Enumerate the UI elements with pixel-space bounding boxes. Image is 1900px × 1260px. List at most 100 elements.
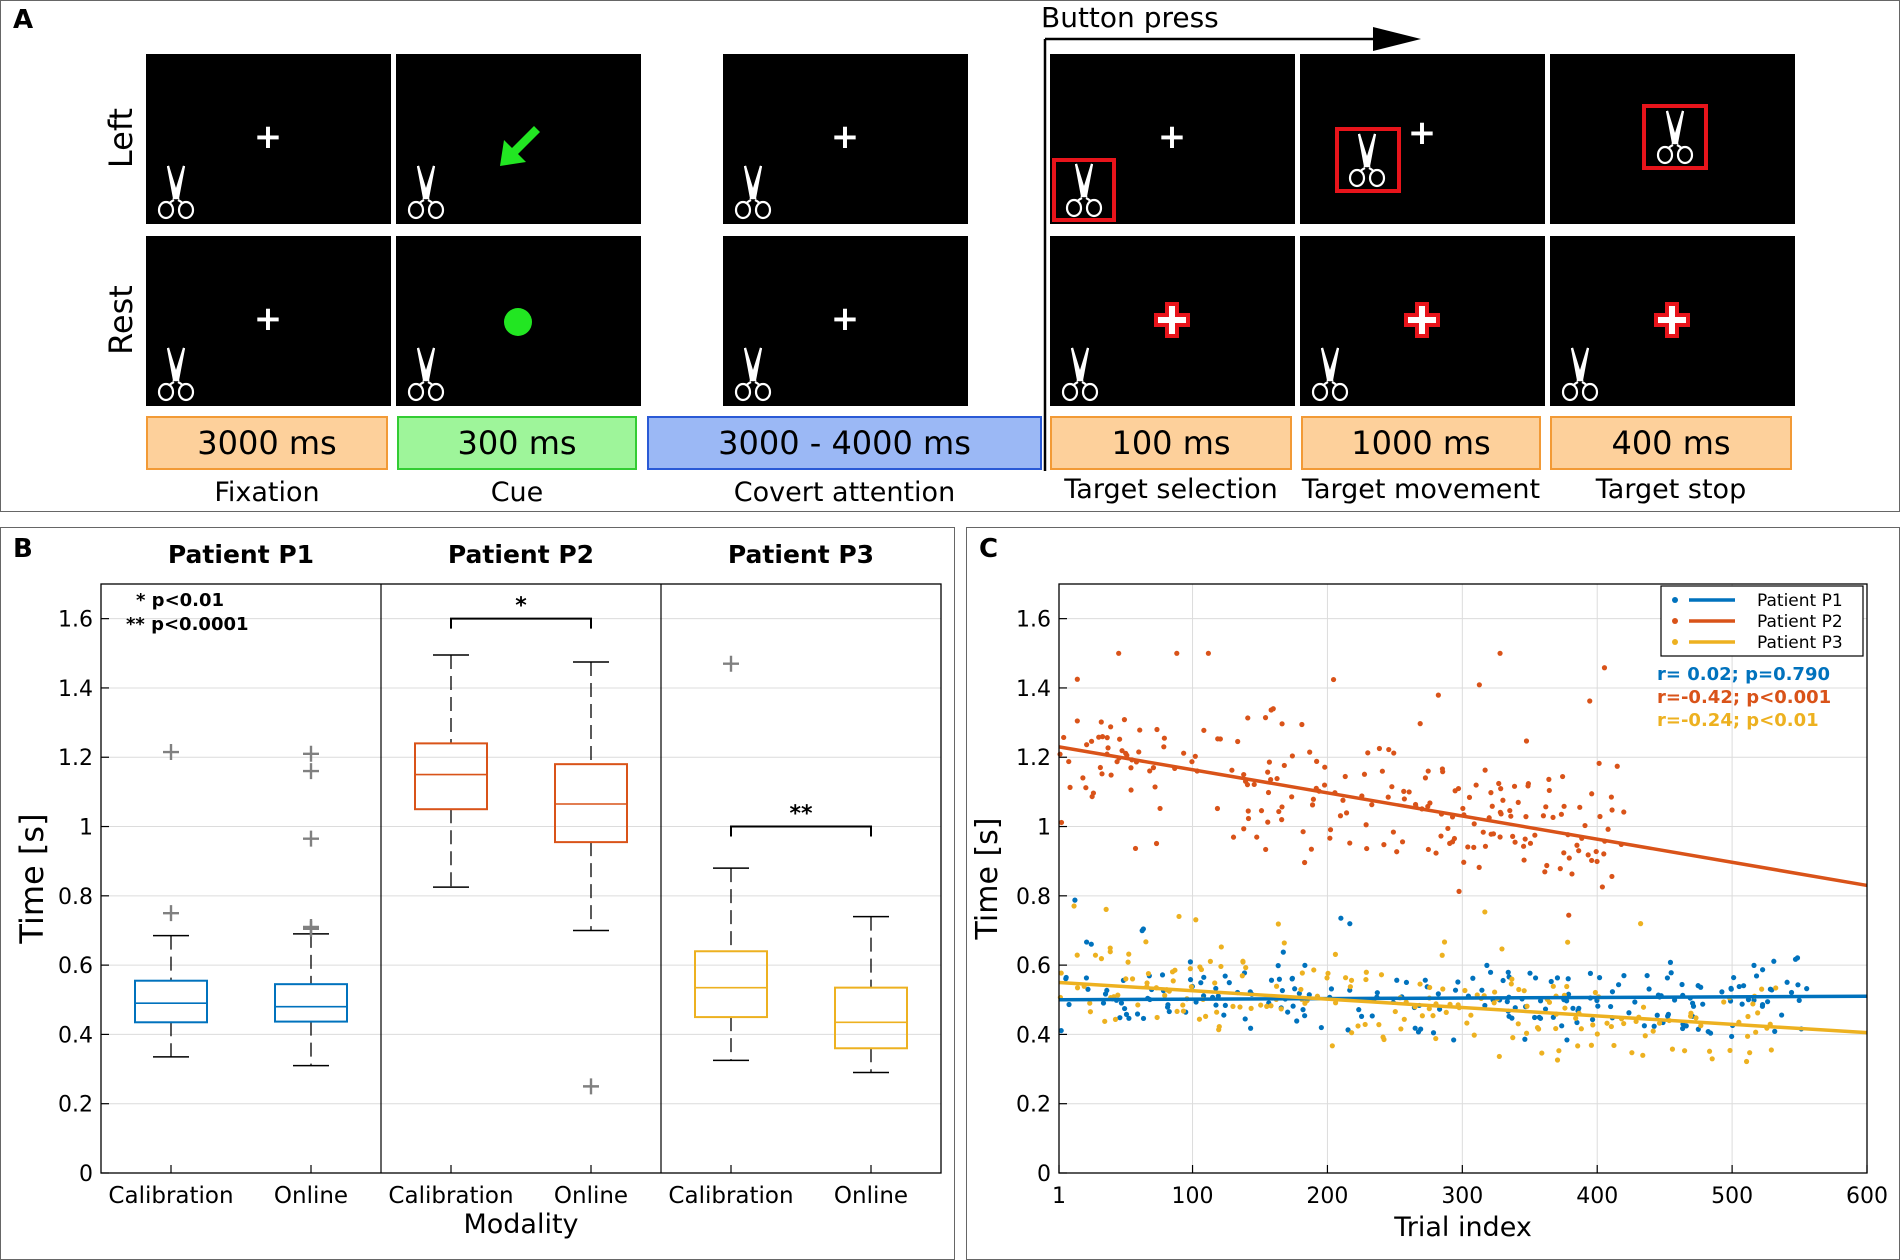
- x-tick-label: 500: [1711, 1184, 1753, 1209]
- point-patient-p2: [1309, 802, 1316, 808]
- point-patient-p3: [1129, 976, 1136, 982]
- x-tick-label: 300: [1441, 1184, 1483, 1209]
- point-patient-p3: [1744, 1033, 1751, 1039]
- y-tick-label: 1.2: [1016, 746, 1051, 771]
- point-patient-p1: [1117, 1015, 1123, 1021]
- point-patient-p3: [1363, 976, 1369, 983]
- point-patient-p3: [1768, 1047, 1774, 1053]
- point-patient-p3: [1562, 1005, 1568, 1011]
- point-patient-p2: [1314, 758, 1320, 764]
- point-patient-p3: [1656, 1020, 1663, 1026]
- point-patient-p2: [1364, 845, 1370, 852]
- y-axis-label: Time [s]: [13, 813, 51, 944]
- panel-label-a: A: [13, 5, 34, 35]
- point-patient-p2: [1270, 706, 1276, 712]
- point-patient-p1: [1795, 982, 1801, 988]
- point-patient-p1: [1690, 1003, 1697, 1009]
- point-patient-p2: [1084, 742, 1090, 748]
- point-patient-p3: [1594, 1031, 1600, 1037]
- point-patient-p3: [1058, 970, 1064, 976]
- point-patient-p2: [1136, 749, 1142, 755]
- point-patient-p1: [1564, 998, 1570, 1004]
- point-patient-p2: [1276, 808, 1282, 815]
- point-patient-p2: [1391, 750, 1397, 756]
- point-patient-p2: [1061, 734, 1067, 741]
- point-patient-p3: [1216, 1024, 1222, 1030]
- point-patient-p3: [1592, 989, 1598, 996]
- point-patient-p3: [1439, 952, 1445, 958]
- point-patient-p1: [1641, 1023, 1647, 1029]
- duration-target-selection: 100 ms: [1050, 416, 1292, 470]
- point-patient-p3: [1325, 970, 1331, 976]
- point-patient-p3: [1515, 1021, 1521, 1027]
- x-tick-label: Calibration: [388, 1183, 513, 1209]
- phase-cue: Cue: [490, 477, 544, 508]
- legend-entry: Patient P3: [1757, 633, 1843, 653]
- point-patient-p3: [1524, 1003, 1530, 1009]
- point-patient-p1: [1294, 1018, 1300, 1024]
- point-patient-p3: [1239, 973, 1245, 979]
- point-patient-p1: [1165, 1002, 1171, 1008]
- point-patient-p1: [1134, 1011, 1141, 1017]
- point-patient-p2: [1461, 859, 1467, 865]
- point-patient-p2: [1425, 846, 1431, 853]
- point-patient-p1: [1554, 975, 1561, 981]
- point-patient-p3: [1074, 985, 1081, 991]
- point-patient-p2: [1589, 857, 1595, 864]
- point-patient-p2: [1401, 788, 1407, 794]
- point-patient-p3: [1349, 1030, 1355, 1036]
- point-patient-p1: [1576, 1005, 1582, 1011]
- point-patient-p3: [1509, 976, 1515, 982]
- point-patient-p2: [1386, 746, 1392, 753]
- point-patient-p2: [1340, 797, 1346, 803]
- point-patient-p1: [1796, 997, 1802, 1003]
- point-patient-p1: [1356, 1007, 1362, 1013]
- point-patient-p3: [1123, 976, 1129, 982]
- point-patient-p3: [1107, 945, 1113, 951]
- point-patient-p2: [1161, 744, 1167, 750]
- point-patient-p1: [1302, 962, 1308, 968]
- point-patient-p3: [1248, 1005, 1254, 1011]
- point-patient-p2: [1574, 842, 1580, 848]
- scissors-icon: [154, 346, 198, 402]
- point-patient-p2: [1587, 698, 1593, 704]
- point-patient-p1: [1788, 989, 1795, 996]
- point-patient-p2: [1279, 804, 1285, 810]
- point-patient-p3: [1162, 992, 1168, 999]
- x-tick-label: Online: [274, 1183, 348, 1209]
- scatter-plot: 0 0.2 0.4 0.6 0.8 1 1.2 1.4 1.6 1 100 200 300 400 500 6…: [970, 583, 1888, 1243]
- point-patient-p3: [1426, 1006, 1432, 1012]
- point-patient-p1: [1140, 1015, 1147, 1022]
- point-patient-p2: [1399, 839, 1406, 845]
- point-patient-p1: [1122, 1005, 1128, 1012]
- point-patient-p3: [1721, 999, 1727, 1005]
- point-patient-p1: [1626, 1010, 1632, 1016]
- point-patient-p2: [1543, 804, 1549, 810]
- group-title-2: Patient P2: [448, 540, 594, 569]
- screen-left-3: +: [723, 54, 968, 224]
- point-patient-p2: [1369, 802, 1375, 808]
- point-patient-p2: [1566, 912, 1572, 918]
- point-patient-p3: [1087, 1000, 1093, 1006]
- point-patient-p3: [1092, 952, 1099, 958]
- point-patient-p3: [1196, 1016, 1203, 1022]
- point-patient-p1: [1527, 970, 1533, 976]
- point-patient-p2: [1116, 650, 1122, 656]
- point-patient-p2: [1394, 849, 1400, 855]
- point-patient-p1: [1700, 1001, 1706, 1007]
- point-patient-p3: [1180, 1008, 1187, 1014]
- point-patient-p1: [1302, 1013, 1308, 1019]
- screen-left-4: +: [1050, 54, 1295, 224]
- phase-target-stop: Target stop: [1595, 474, 1747, 505]
- point-patient-p3: [1523, 1030, 1530, 1036]
- point-patient-p2: [1117, 736, 1123, 742]
- point-patient-p2: [1544, 862, 1550, 869]
- point-patient-p3: [1556, 1048, 1562, 1054]
- point-patient-p2: [1279, 817, 1285, 823]
- point-patient-p1: [1452, 987, 1459, 993]
- point-patient-p2: [1150, 765, 1157, 771]
- point-patient-p2: [1215, 736, 1221, 742]
- point-patient-p3: [1419, 1013, 1425, 1019]
- point-patient-p3: [1203, 1013, 1209, 1019]
- point-patient-p2: [1189, 759, 1195, 765]
